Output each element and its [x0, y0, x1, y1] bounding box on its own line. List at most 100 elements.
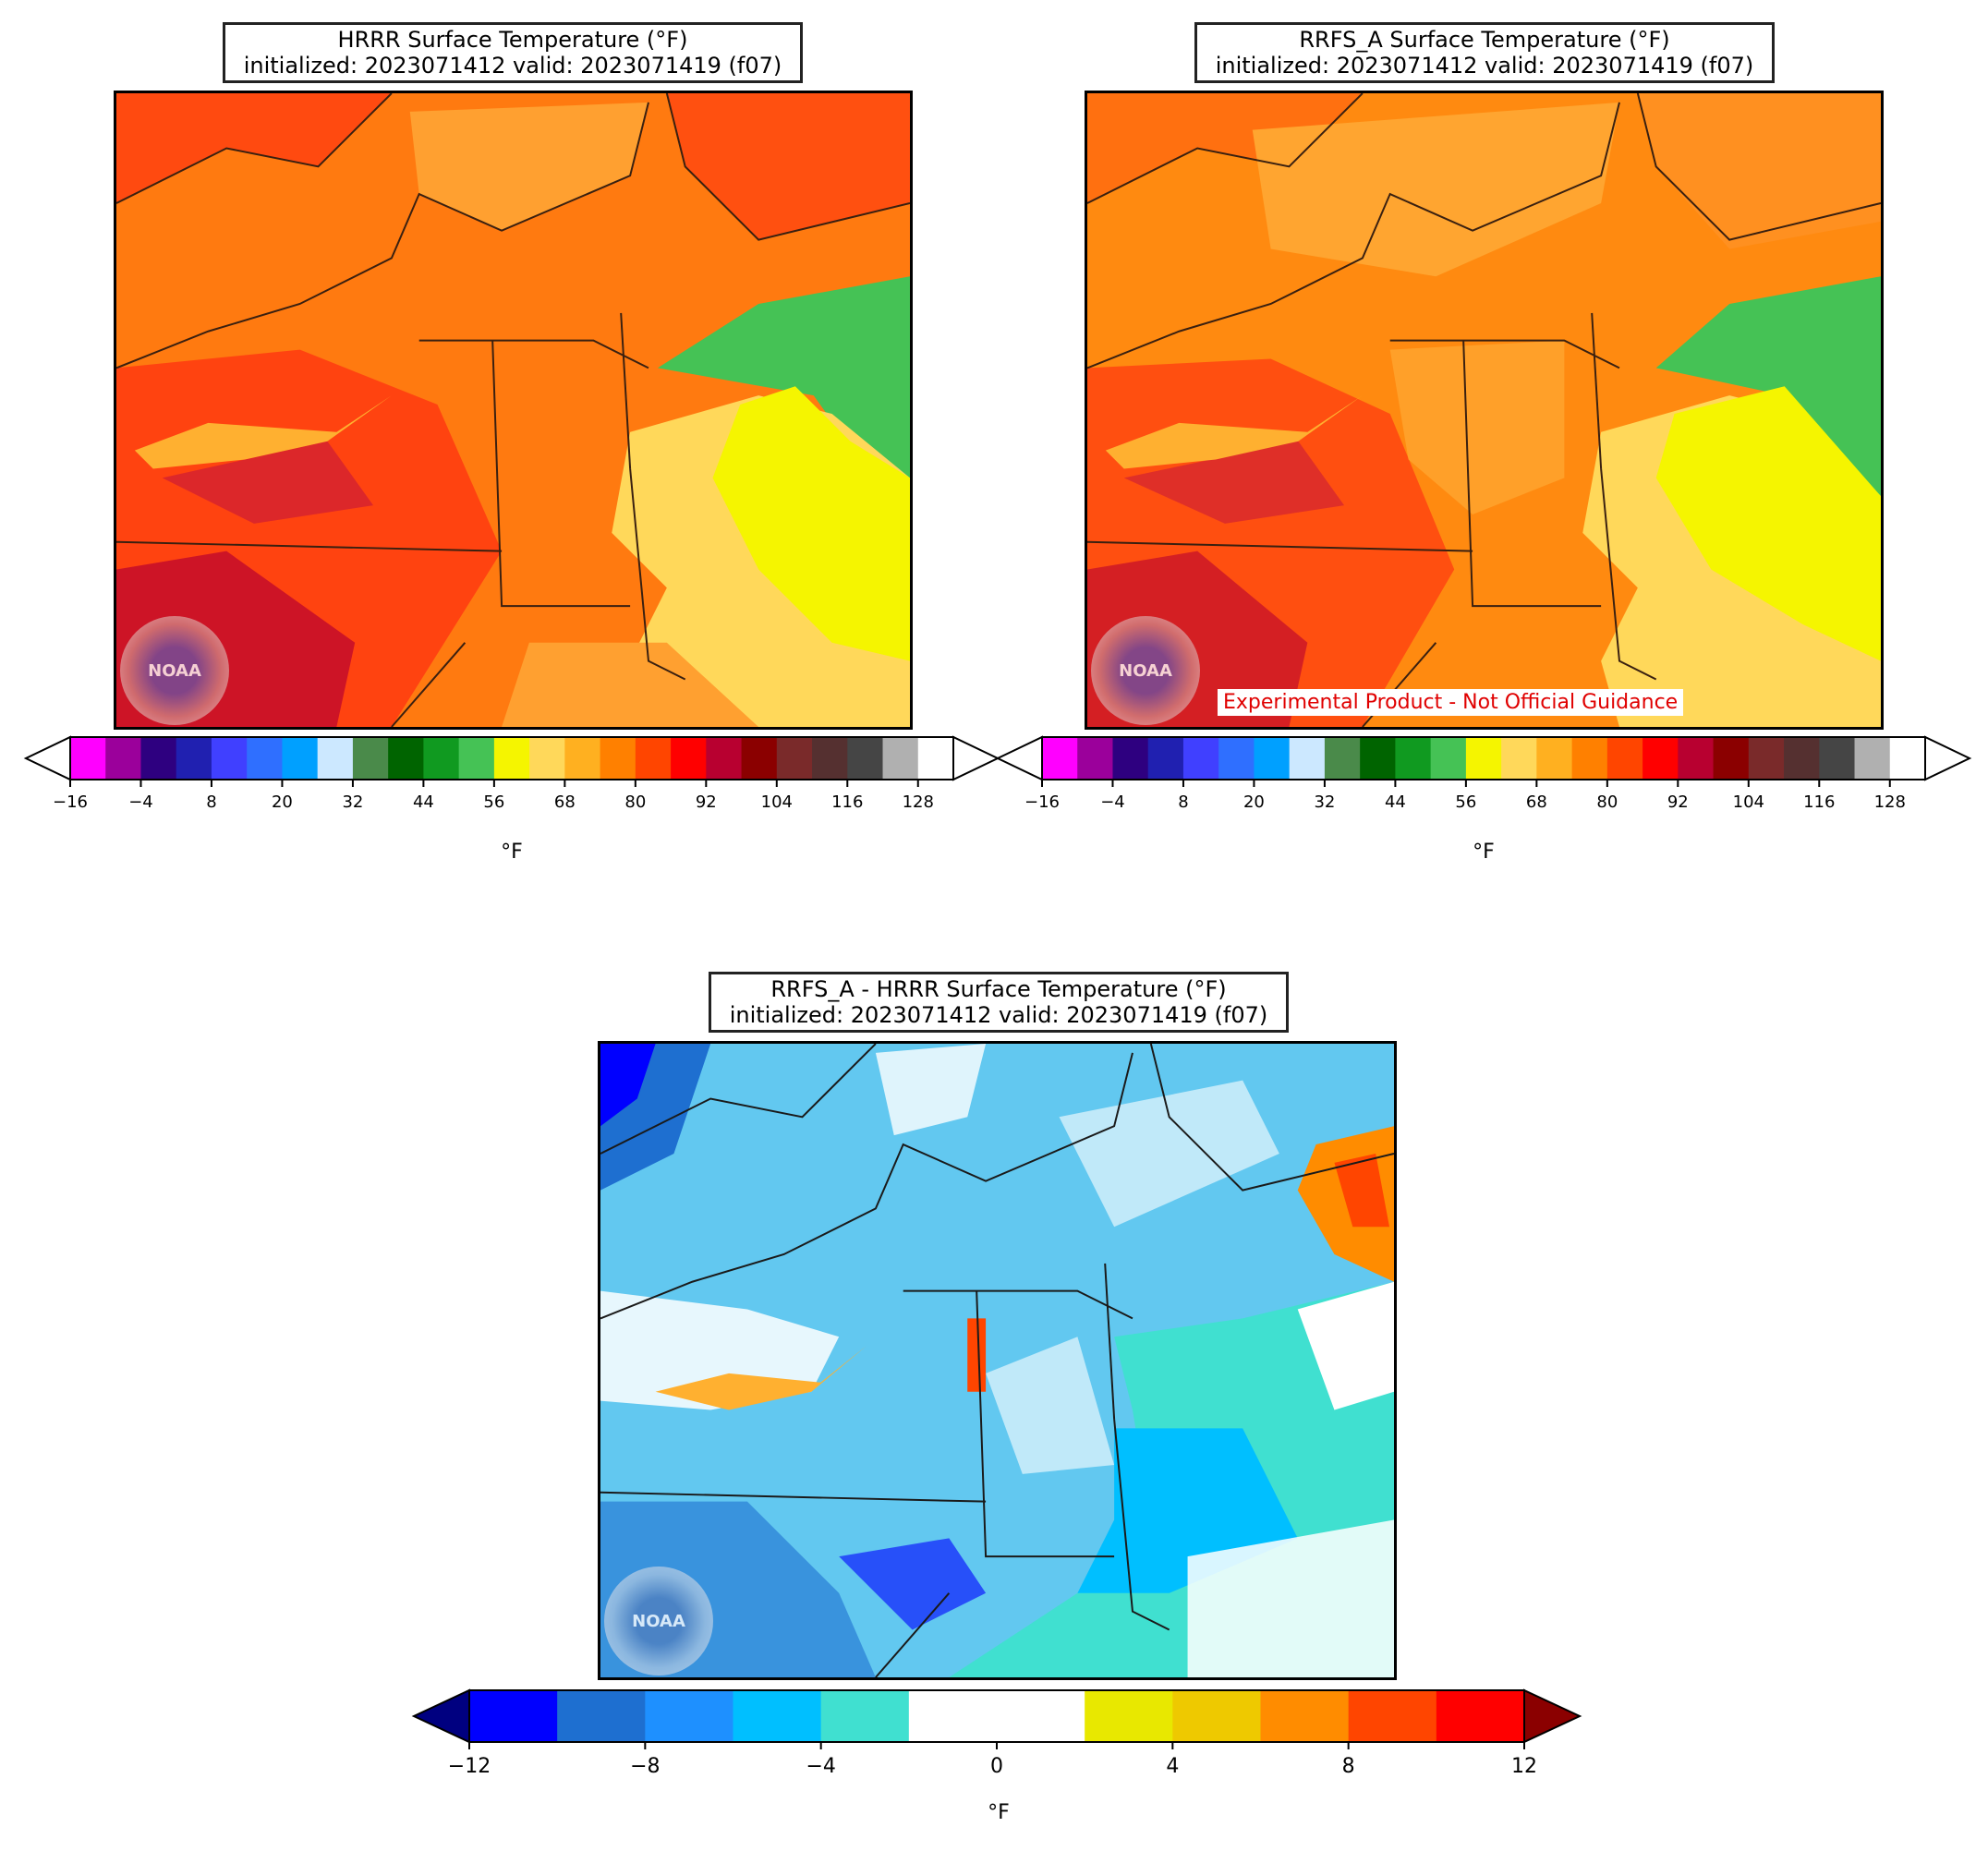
hrrr-colorbar-segment	[282, 737, 319, 780]
diff-colorbar-segment	[997, 1690, 1085, 1742]
hrrr-colorbar-tick-label: 92	[695, 792, 717, 812]
rrfs-map: NOAA	[1085, 91, 1884, 730]
rrfs-colorbar-segment	[1289, 737, 1326, 780]
diff-colorbar-segment	[645, 1690, 733, 1742]
rrfs-colorbar-tick-label: 128	[1873, 792, 1906, 812]
diff-colorbar-tick-label: −4	[806, 1755, 836, 1778]
diff-title-line2: initialized: 2023071412 valid: 202307141…	[729, 1002, 1268, 1028]
hrrr-colorbar-tick-label: 56	[483, 792, 505, 812]
hrrr-colorbar-segment	[388, 737, 424, 780]
rrfs-colorbar-segment	[1254, 737, 1291, 780]
rrfs-colorbar-segment	[1713, 737, 1750, 780]
diff-colorbar-segment	[733, 1690, 822, 1742]
diff-title-line1: RRFS_A - HRRR Surface Temperature (°F)	[770, 976, 1227, 1002]
rrfs-colorbar-tick-label: 8	[1178, 792, 1189, 812]
rrfs-colorbar-max-arrow	[1924, 735, 1972, 781]
diff-panel-title: RRFS_A - HRRR Surface Temperature (°F) i…	[709, 972, 1289, 1033]
rrfs-colorbar-segment	[1748, 737, 1785, 780]
rrfs-panel-title: RRFS_A Surface Temperature (°F) initiali…	[1194, 22, 1775, 83]
rrfs-title-line1: RRFS_A Surface Temperature (°F)	[1299, 27, 1670, 53]
diff-map: NOAA	[598, 1041, 1397, 1680]
diff-colorbar-segment	[1085, 1690, 1173, 1742]
rrfs-colorbar-segment	[1606, 737, 1643, 780]
diff-colorbar-segment	[1436, 1690, 1525, 1742]
rrfs-colorbar-segment	[1182, 737, 1219, 780]
rrfs-colorbar-segment	[1077, 737, 1113, 780]
rrfs-colorbar-border	[1041, 736, 1926, 780]
hrrr-colorbar-tick-label: 80	[624, 792, 647, 812]
diff-colorbar-tick-label: 0	[990, 1755, 1003, 1778]
hrrr-noaa-logo: NOAA	[120, 616, 229, 725]
rrfs-colorbar-tick-label: 80	[1596, 792, 1618, 812]
diff-colorbar-tick-label: 8	[1341, 1755, 1355, 1778]
hrrr-colorbar-segment	[635, 737, 672, 780]
hrrr-colorbar-tick-label: 8	[206, 792, 217, 812]
rrfs-colorbar-segment	[1147, 737, 1184, 780]
hrrr-title-line2: initialized: 2023071412 valid: 202307141…	[243, 53, 782, 79]
hrrr-title-line1: HRRR Surface Temperature (°F)	[337, 27, 688, 53]
hrrr-colorbar-segment	[600, 737, 636, 780]
hrrr-colorbar-segment	[529, 737, 565, 780]
rrfs-colorbar-segment	[1643, 737, 1679, 780]
hrrr-colorbar-segment	[176, 737, 212, 780]
hrrr-colorbar-segment	[917, 737, 954, 780]
rrfs-colorbar-tick-label: 44	[1384, 792, 1406, 812]
rrfs-colorbar-tick-label: −4	[1100, 792, 1125, 812]
hrrr-colorbar-segment	[847, 737, 884, 780]
hrrr-colorbar-tick-label: 20	[271, 792, 293, 812]
diff-colorbar-tick-label: −8	[630, 1755, 661, 1778]
rrfs-colorbar-tick-label: 32	[1314, 792, 1336, 812]
hrrr-map: NOAA	[114, 91, 913, 730]
diff-colorbar-unit: °F	[988, 1801, 1010, 1824]
rrfs-colorbar-tick-label: 20	[1242, 792, 1265, 812]
hrrr-colorbar-segment	[564, 737, 601, 780]
rrfs-colorbar-unit: °F	[1473, 841, 1495, 864]
rrfs-colorbar-segment	[1819, 737, 1856, 780]
hrrr-colorbar-segment	[493, 737, 530, 780]
rrfs-colorbar-segment	[1536, 737, 1573, 780]
rrfs-noaa-logo-text: NOAA	[1119, 660, 1172, 681]
rrfs-colorbar-segment	[1360, 737, 1396, 780]
rrfs-map-graphic	[1087, 93, 1881, 727]
rrfs-colorbar-segment	[1112, 737, 1149, 780]
rrfs-colorbar-segment	[1784, 737, 1820, 780]
diff-map-graphic	[600, 1044, 1394, 1677]
hrrr-panel-title: HRRR Surface Temperature (°F) initialize…	[223, 22, 803, 83]
diff-colorbar	[411, 1688, 1582, 1749]
hrrr-colorbar-segment	[458, 737, 495, 780]
hrrr-colorbar-segment	[247, 737, 283, 780]
rrfs-colorbar-min-arrow	[995, 735, 1043, 781]
rrfs-colorbar-tick-label: −16	[1024, 792, 1060, 812]
rrfs-colorbar	[995, 735, 1972, 787]
rrfs-colorbar-segment	[1395, 737, 1432, 780]
diff-colorbar-tick-label: 4	[1166, 1755, 1180, 1778]
rrfs-noaa-logo: NOAA	[1091, 616, 1200, 725]
hrrr-colorbar-segment	[776, 737, 813, 780]
hrrr-colorbar-segment	[671, 737, 707, 780]
rrfs-colorbar-segment	[1042, 737, 1078, 780]
hrrr-colorbar-segment	[140, 737, 177, 780]
rrfs-colorbar-segment	[1430, 737, 1467, 780]
rrfs-colorbar-tick-label: 92	[1667, 792, 1689, 812]
hrrr-colorbar-tick-label: 44	[412, 792, 434, 812]
hrrr-colorbar-max-arrow	[952, 735, 1000, 781]
rrfs-colorbar-segment	[1571, 737, 1608, 780]
hrrr-colorbar-border	[69, 736, 954, 780]
hrrr-colorbar-tick-label: 116	[831, 792, 864, 812]
rrfs-colorbar-segment	[1218, 737, 1255, 780]
diff-colorbar-segment	[908, 1690, 998, 1742]
diff-colorbar-max-arrow	[1523, 1688, 1582, 1744]
hrrr-colorbar-segment	[706, 737, 743, 780]
hrrr-colorbar-tick-label: 128	[902, 792, 934, 812]
hrrr-colorbar-segment	[211, 737, 248, 780]
hrrr-colorbar-tick-label: 104	[760, 792, 793, 812]
hrrr-noaa-logo-text: NOAA	[148, 660, 201, 681]
diff-colorbar-segment	[820, 1690, 910, 1742]
hrrr-colorbar-segment	[352, 737, 389, 780]
diff-colorbar-segment	[1172, 1690, 1261, 1742]
rrfs-colorbar-segment	[1501, 737, 1537, 780]
hrrr-colorbar-tick-label: 68	[553, 792, 576, 812]
hrrr-colorbar-segment	[105, 737, 141, 780]
hrrr-colorbar-tick-label: 32	[342, 792, 364, 812]
hrrr-colorbar-segment	[70, 737, 106, 780]
